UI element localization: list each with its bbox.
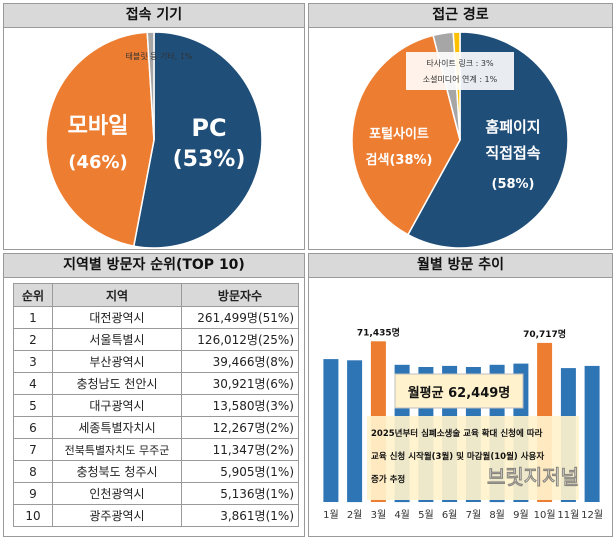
home-label-line2: 직접접속 — [485, 144, 540, 162]
table-row: 1 대전광역시 261,499명(51%) — [13, 306, 299, 329]
visitors-cell: 5,905명(1%) — [181, 460, 299, 483]
region-cell: 충청남도 천안시 — [52, 372, 182, 395]
x-tick-label: 6월 — [442, 509, 458, 521]
table-row: 7 전북특별자치도 무주군 11,347명(2%) — [13, 438, 299, 461]
table-row: 6 세종특별자치시 12,267명(2%) — [13, 416, 299, 439]
visitors-cell: 126,012명(25%) — [181, 328, 299, 351]
header-visitors: 방문자수 — [181, 283, 299, 307]
monthly-panel-title: 월별 방문 추이 — [309, 254, 612, 278]
visitors-cell: 13,580명(3%) — [181, 394, 299, 417]
note-line-3: 증가 추정 — [371, 474, 405, 485]
region-cell: 전북특별자치도 무주군 — [52, 438, 182, 461]
x-tick-label: 11월 — [557, 509, 579, 521]
rank-cell: 4 — [13, 372, 53, 395]
note-box — [367, 416, 579, 500]
note-line-1: 2025년부터 심폐소생술 교육 확대 신청에 따라 — [371, 428, 543, 439]
other-device-label: 태블릿 등 기타, 1% — [125, 51, 192, 61]
visitors-cell: 261,499명(51%) — [181, 306, 299, 329]
pc-label: PC — [191, 114, 226, 142]
home-label-line1: 홈페이지 — [485, 118, 540, 136]
device-slice-0 — [132, 31, 263, 249]
x-tick-label: 3월 — [371, 509, 387, 521]
x-tick-label: 5월 — [418, 509, 434, 521]
average-label: 월평균 62,449명 — [408, 385, 511, 401]
rank-cell: 7 — [13, 438, 53, 461]
region-cell: 세종특별자치시 — [52, 416, 182, 439]
x-tick-label: 12월 — [581, 509, 603, 521]
region-cell: 충청북도 청주시 — [52, 460, 182, 483]
note-line-2: 교육 신청 시작월(3월) 및 마감월(10월) 사용자 — [371, 451, 544, 462]
visitors-cell: 39,466명(8%) — [181, 350, 299, 373]
header-rank: 순위 — [13, 283, 53, 307]
table-row: 5 대구광역시 13,580명(3%) — [13, 394, 299, 417]
header-region: 지역 — [52, 283, 182, 307]
region-cell: 부산광역시 — [52, 350, 182, 373]
watermark-text: 브릿지저널 — [487, 465, 579, 489]
bar-1월 — [323, 359, 339, 502]
x-tick-label: 4월 — [394, 509, 410, 521]
region-panel-title: 지역별 방문자 순위(TOP 10) — [4, 254, 304, 278]
portal-label-line1: 포털사이트 — [369, 126, 429, 142]
rank-cell: 2 — [13, 328, 53, 351]
table-row: 3 부산광역시 39,466명(8%) — [13, 350, 299, 373]
home-pct-label: (58%) — [492, 177, 535, 192]
bar-2월 — [347, 360, 363, 503]
region-cell: 인천광역시 — [52, 482, 182, 505]
rank-cell: 5 — [13, 394, 53, 417]
rank-cell: 1 — [13, 306, 53, 329]
x-tick-label: 7월 — [466, 509, 482, 521]
device-panel-title: 접속 기기 — [4, 4, 304, 28]
rank-cell: 8 — [13, 460, 53, 483]
bar-data-label: 70,717명 — [523, 328, 566, 340]
x-tick-label: 9월 — [513, 509, 529, 521]
rank-cell: 6 — [13, 416, 53, 439]
table-row: 2 서울특별시 126,012명(25%) — [13, 328, 299, 351]
region-cell: 대구광역시 — [52, 394, 182, 417]
table-header-row: 순위 지역 방문자수 — [13, 283, 299, 307]
table-row: 4 충청남도 천안시 30,921명(6%) — [13, 372, 299, 395]
x-tick-label: 1월 — [323, 509, 339, 521]
region-rank-table: 순위 지역 방문자수 1 대전광역시 261,499명(51%) 2 서울특별시 126… — [13, 283, 299, 527]
rank-cell: 3 — [13, 350, 53, 373]
pc-pct-label: (53%) — [173, 147, 246, 172]
access-callout-box — [406, 52, 514, 90]
bar-data-label: 71,435명 — [357, 326, 400, 338]
x-tick-label: 2월 — [347, 509, 363, 521]
table-row: 8 충청북도 청주시 5,905명(1%) — [13, 460, 299, 483]
region-panel: 지역별 방문자 순위(TOP 10) 순위 지역 방문자수 1 대전광역시 261,… — [3, 253, 305, 537]
visitors-cell: 12,267명(2%) — [181, 416, 299, 439]
table-row: 10 광주광역시 3,861명(1%) — [13, 504, 299, 527]
portal-label-line2: 검색(38%) — [366, 153, 433, 168]
access-slice-0 — [406, 31, 569, 249]
bar-12월 — [584, 365, 600, 502]
x-tick-label: 10월 — [534, 509, 556, 521]
region-cell: 대전광역시 — [52, 306, 182, 329]
monthly-panel: 월별 방문 추이 1월 2월 3월 71,435명 4월 5월 6월 7월 8월 9월 10월 70,… — [308, 253, 613, 537]
mobile-pct-label: (46%) — [68, 152, 128, 173]
mobile-label: 모바일 — [68, 114, 129, 139]
visitors-cell: 5,136명(1%) — [181, 482, 299, 505]
x-tick-label: 8월 — [489, 509, 505, 521]
device-pie-chart: PC (53%) 모바일 (46%) 태블릿 등 기타, 1% — [45, 31, 263, 249]
rank-cell: 10 — [13, 504, 53, 527]
region-cell: 광주광역시 — [52, 504, 182, 527]
social-label: 소셜미디어 연계 : 1% — [423, 74, 498, 84]
average-box — [394, 373, 524, 409]
visitors-cell: 3,861명(1%) — [181, 504, 299, 527]
table-row: 9 인천광역시 5,136명(1%) — [13, 482, 299, 505]
device-panel: 접속 기기 PC (53%) 모바일 (46%) 태블릿 등 기타, 1% — [3, 3, 305, 250]
visitors-cell: 30,921명(6%) — [181, 372, 299, 395]
visitors-cell: 11,347명(2%) — [181, 438, 299, 461]
device-slice-2 — [146, 31, 155, 141]
region-cell: 서울특별시 — [52, 328, 182, 351]
access-pie-chart: 타사이트 링크 : 3% 소셜미디어 연계 : 1% 홈페이지 직접접속 (58… — [351, 31, 569, 249]
other-site-label: 타사이트 링크 : 3% — [426, 58, 494, 68]
device-slice-1 — [45, 31, 155, 247]
rank-cell: 9 — [13, 482, 53, 505]
monthly-bar-chart: 1월 2월 3월 71,435명 4월 5월 6월 7월 8월 9월 10월 70,717명 11월 12… — [323, 326, 603, 521]
access-panel-title: 접근 경로 — [309, 4, 612, 28]
access-panel: 접근 경로 타사이트 링크 : 3% 소셜미디어 연계 : 1% 홈페이지 직접… — [308, 3, 613, 250]
